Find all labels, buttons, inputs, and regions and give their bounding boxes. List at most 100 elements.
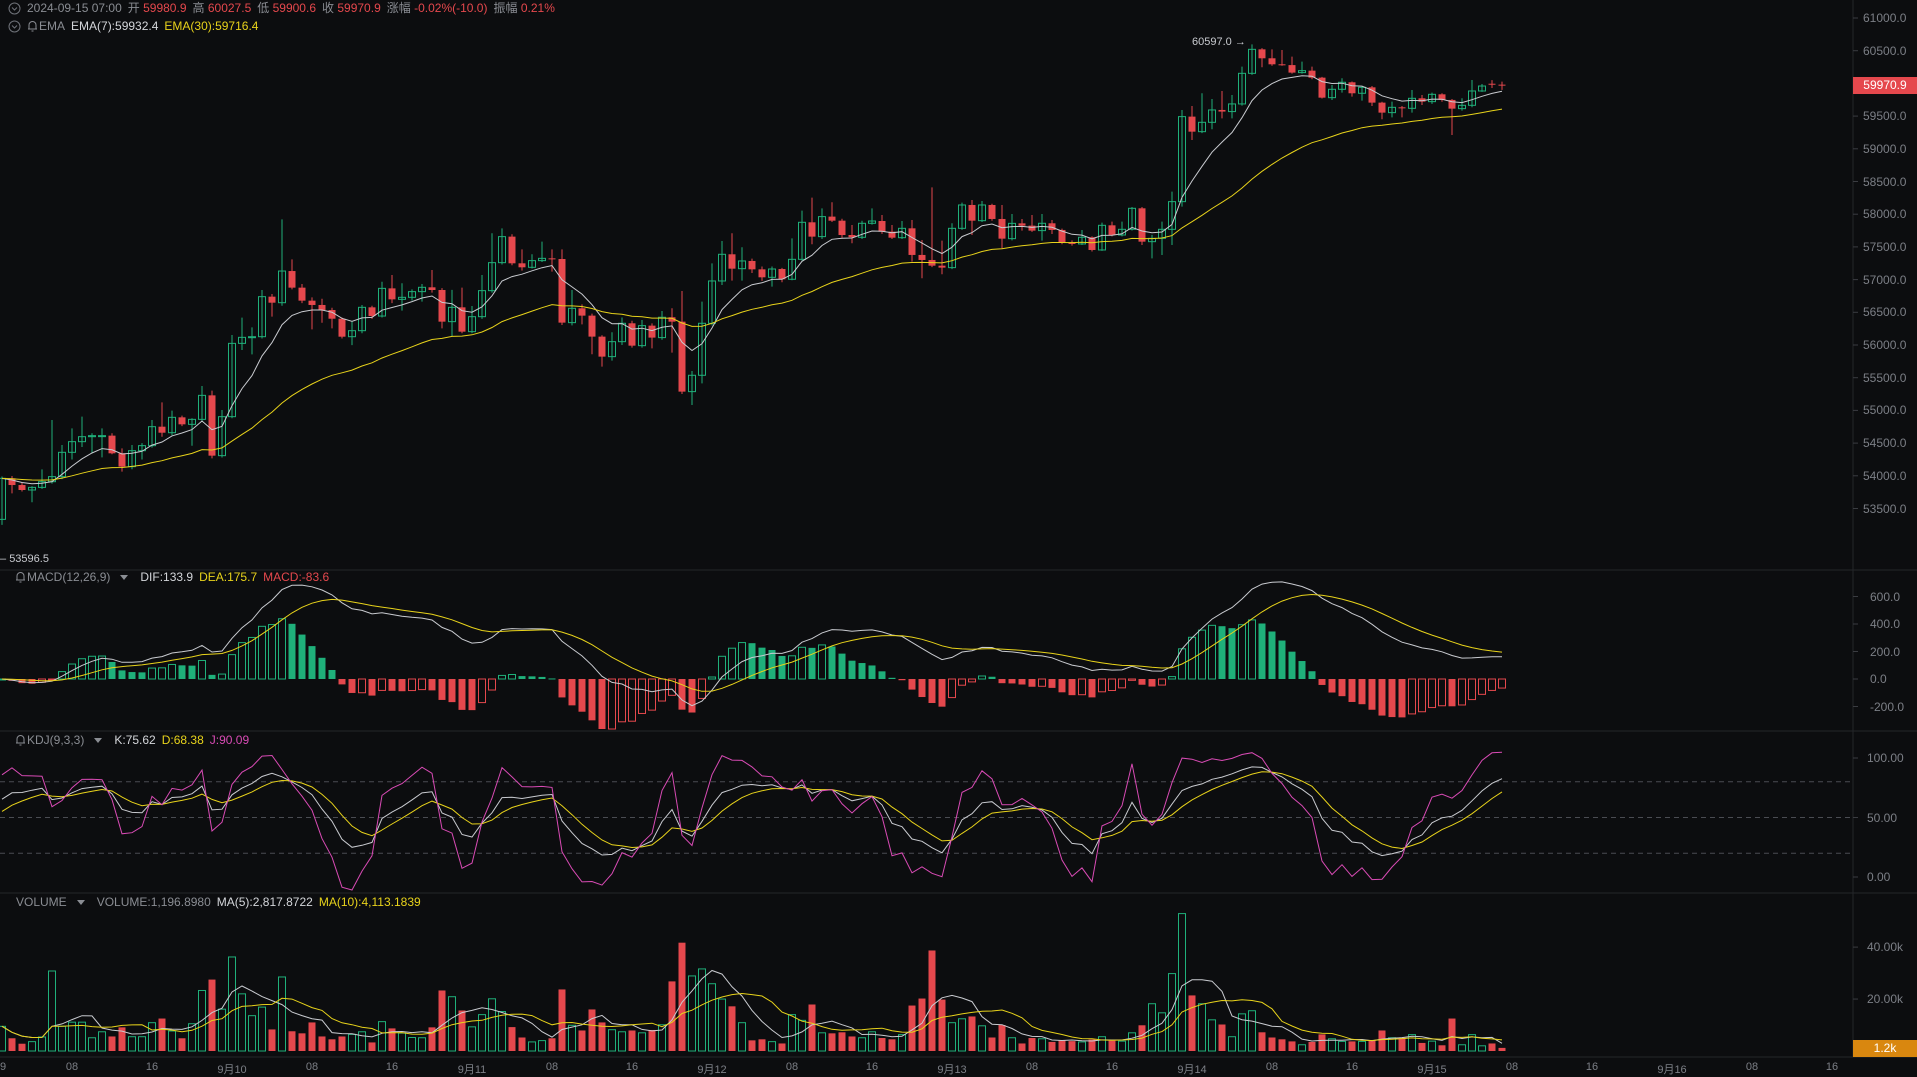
dropdown-caret-icon[interactable]: [94, 737, 103, 743]
candle-up: [448, 306, 456, 323]
price-axis-label: 60500.0: [1863, 43, 1907, 58]
volume-bar: [268, 1029, 276, 1051]
candle-up: [858, 222, 866, 238]
macd-histogram-bar: [1008, 679, 1016, 684]
macd-histogram-bar: [1378, 679, 1386, 716]
volume-bar: [1458, 1044, 1466, 1052]
candle-down: [388, 288, 396, 300]
macd-histogram-bar: [558, 679, 566, 698]
macd-histogram-bar: [348, 679, 356, 693]
candle-up: [638, 325, 646, 347]
dropdown-caret-icon[interactable]: [76, 899, 85, 905]
candle-down: [1188, 116, 1196, 132]
macd-histogram-bar: [718, 655, 726, 680]
candle-up: [688, 374, 696, 393]
volume-ma10-line: [1, 992, 1503, 1042]
macd-histogram-bar: [998, 679, 1006, 684]
time-axis-label: 16: [1345, 1061, 1359, 1073]
volume-bar: [1278, 1039, 1286, 1051]
volume-bar: [788, 1014, 796, 1052]
candle-up: [1298, 70, 1306, 74]
macd-histogram-bar: [398, 679, 406, 692]
volume-info-row: VOLUME VOLUME:1,196.8980 MA(5):2,817.872…: [16, 894, 421, 910]
candle-down: [838, 220, 846, 235]
candle-down: [648, 325, 656, 338]
volume-bar: [1208, 1019, 1216, 1052]
kdj-indicator-name[interactable]: KDJ(9,3,3): [27, 733, 85, 747]
volume-bar: [368, 1042, 376, 1051]
volume-bar: [8, 1038, 16, 1051]
candle-up: [1478, 85, 1486, 92]
time-axis-label: 16: [1825, 1061, 1839, 1073]
macd-histogram-bar: [218, 673, 226, 680]
high-value: 60027.5: [207, 1, 252, 15]
price-axis-label: 59000.0: [1863, 141, 1907, 156]
volume-bar: [1198, 1003, 1206, 1052]
volume-bar: [1488, 1043, 1496, 1051]
candle-up: [398, 296, 406, 300]
volume-bar: [388, 1028, 396, 1051]
macd-axis-label: -200.0: [1870, 699, 1905, 714]
volume-bar: [878, 1038, 886, 1051]
volume-indicator-name[interactable]: VOLUME: [16, 895, 67, 909]
macd-histogram-bar: [518, 676, 526, 679]
bell-icon[interactable]: [15, 734, 26, 746]
volume-bar: [708, 983, 716, 1052]
candle-down: [158, 426, 166, 433]
price-axis-label: 57000.0: [1863, 272, 1907, 287]
bell-icon[interactable]: [27, 20, 38, 32]
time-axis-label: 9月15: [1417, 1064, 1447, 1076]
volume-bar: [1238, 1013, 1246, 1052]
ema-indicator-name[interactable]: EMA: [39, 19, 66, 33]
collapse-circle-chevron-icon[interactable]: [8, 2, 21, 15]
macd-histogram-bar: [978, 675, 986, 680]
price-axis-label: 61000.0: [1863, 11, 1907, 25]
macd-dea-line: [1, 593, 1503, 692]
bell-icon[interactable]: [15, 571, 26, 583]
candle-up: [1198, 121, 1206, 133]
macd-histogram-bar: [248, 636, 256, 680]
price-axis-label: 55500.0: [1863, 370, 1907, 385]
candle-down: [338, 318, 346, 337]
price-axis-label: 58000.0: [1863, 207, 1907, 222]
collapse-circle-chevron-icon[interactable]: [8, 20, 21, 33]
candle-up: [1328, 88, 1336, 99]
candle-down: [988, 204, 996, 219]
macd-histogram-bar: [268, 624, 276, 680]
macd-histogram-bar: [1328, 679, 1336, 693]
macd-histogram-bar: [1498, 678, 1506, 689]
volume-bar: [1368, 1040, 1376, 1051]
candle-up: [58, 451, 66, 478]
candle-down: [878, 221, 886, 232]
volume-bar: [978, 1025, 986, 1052]
volume-bar: [58, 1025, 66, 1052]
high-label: 高: [192, 1, 205, 15]
candle-up: [958, 204, 966, 229]
kdj-axis-label: 0.00: [1867, 870, 1891, 884]
volume-bar: [1298, 1044, 1306, 1052]
volume-bar: [1038, 1038, 1046, 1052]
volume-bar: [1158, 1012, 1166, 1052]
volume-bar: [648, 1029, 656, 1051]
candle-up: [0, 477, 6, 520]
volume-bar: [718, 998, 726, 1052]
candle-up: [1238, 72, 1246, 105]
macd-histogram-bar: [318, 657, 326, 679]
macd-indicator-name[interactable]: MACD(12,26,9): [27, 570, 111, 584]
volume-bar: [508, 1027, 516, 1051]
volume-bar: [668, 981, 676, 1051]
dropdown-caret-icon[interactable]: [120, 574, 129, 580]
volume-bar: [208, 979, 216, 1051]
macd-histogram-bar: [358, 678, 366, 694]
candle-up: [1008, 222, 1016, 240]
candle-down: [938, 265, 946, 268]
candle-down: [1288, 65, 1296, 73]
volume-bar: [1398, 1037, 1406, 1051]
volume-bar: [1088, 1039, 1096, 1051]
high-price-value: 60597.0: [1192, 36, 1232, 49]
candle-down: [968, 204, 976, 221]
macd-histogram-bar: [1098, 678, 1106, 693]
candle-down: [438, 289, 446, 322]
candle-down: [18, 485, 26, 490]
